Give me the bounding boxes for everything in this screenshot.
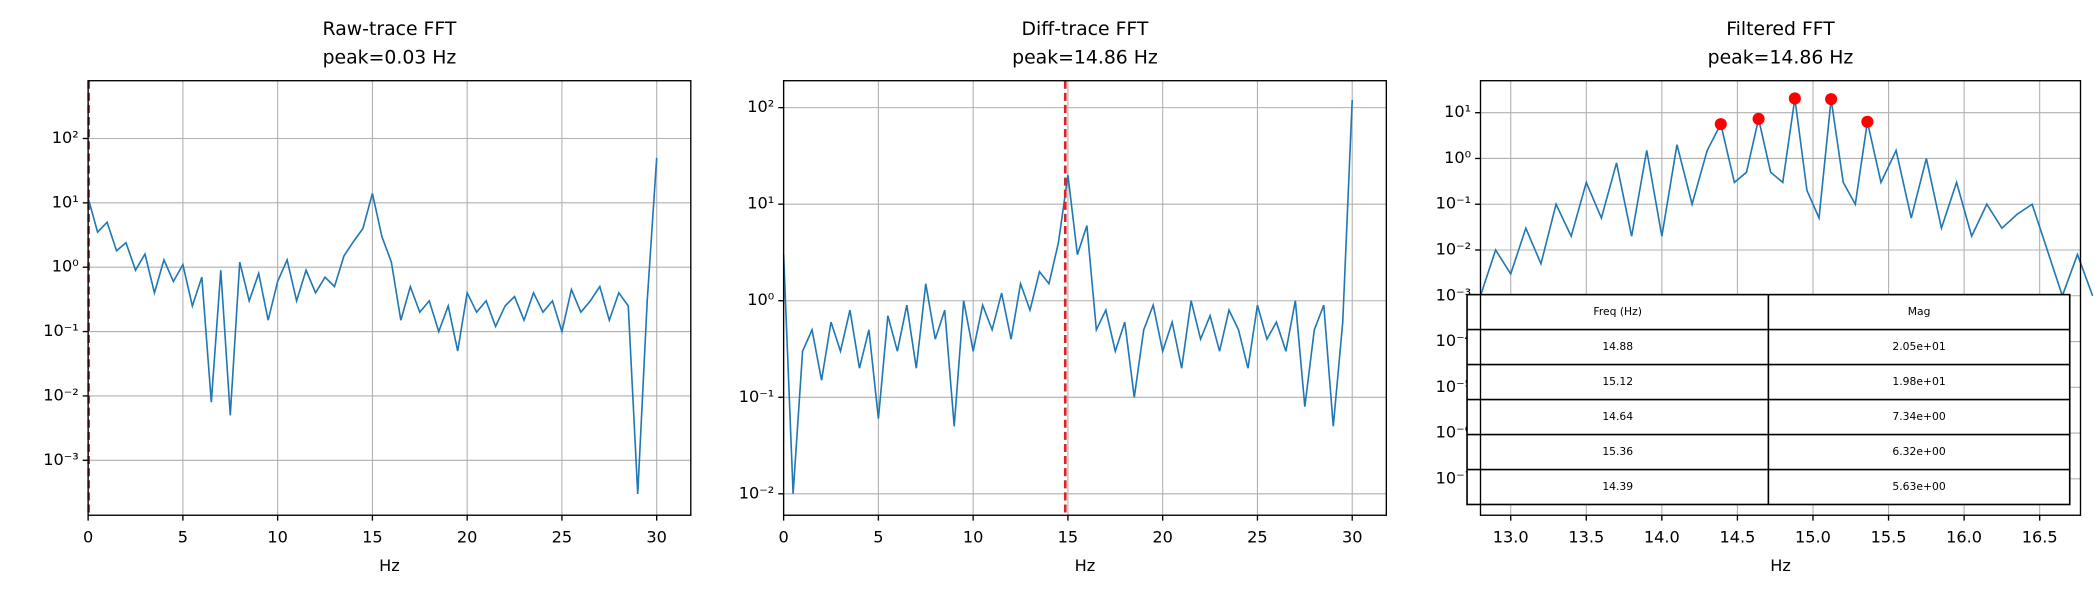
data-line (782, 99, 1354, 494)
x-tick-label: 0 (778, 528, 788, 547)
table-header: Mag (1908, 305, 1931, 318)
x-tick-label: 13.0 (1493, 528, 1529, 547)
peak-marker (1825, 93, 1838, 106)
x-tick-label: 10 (963, 528, 984, 547)
table-cell: 14.64 (1602, 410, 1633, 423)
table-cell: 5.63e+00 (1892, 480, 1945, 493)
x-tick-label: 20 (457, 528, 478, 547)
y-tick-label: 10⁰ (1444, 148, 1471, 167)
chart-subtitle: peak=0.03 Hz (323, 47, 457, 68)
y-tick-label: 10⁻² (1436, 239, 1472, 258)
x-tick-label: 30 (646, 528, 667, 547)
peak-marker (1788, 92, 1801, 105)
chart-title: Filtered FFT (1726, 19, 1835, 40)
peak-marker (1752, 112, 1765, 125)
axes-frame (87, 80, 692, 516)
data-line (87, 157, 658, 494)
table-cell: 15.36 (1602, 445, 1633, 458)
y-tick-label: 10⁻³ (1436, 285, 1472, 304)
x-tick-label: 14.5 (1719, 528, 1755, 547)
table-cell: 14.39 (1602, 480, 1633, 493)
peak-marker (1714, 118, 1727, 131)
table-cell: 6.32e+00 (1892, 445, 1945, 458)
x-tick-label: 16.0 (1946, 528, 1982, 547)
x-axis-label: Hz (1770, 556, 1791, 575)
x-tick-label: 5 (873, 528, 883, 547)
y-tick-label: 10⁻² (739, 483, 775, 502)
x-tick-label: 0 (83, 528, 93, 547)
axes-frame (782, 80, 1387, 516)
y-tick-label: 10⁻¹ (1436, 194, 1472, 213)
x-tick-label: 20 (1152, 528, 1173, 547)
table-cell: 2.05e+01 (1892, 340, 1945, 353)
x-tick-label: 25 (552, 528, 573, 547)
axes-frame (1479, 80, 2082, 516)
y-tick-label: 10¹ (1444, 102, 1471, 121)
peak-marker (1861, 115, 1874, 128)
y-tick-label: 10⁻² (43, 385, 79, 404)
x-tick-label: 25 (1247, 528, 1268, 547)
x-axis-label: Hz (1075, 556, 1096, 575)
y-tick-label: 10⁰ (747, 290, 774, 309)
y-tick-label: 10⁻⁴ (1436, 331, 1472, 350)
y-tick-label: 10⁻³ (43, 450, 79, 469)
x-tick-label: 5 (178, 528, 188, 547)
y-tick-label: 10⁻¹ (739, 387, 775, 406)
y-tick-label: 10¹ (52, 192, 79, 211)
x-tick-label: 16.5 (2022, 528, 2058, 547)
x-tick-label: 15 (362, 528, 383, 547)
chart-title: Diff-trace FFT (1022, 19, 1149, 40)
table-cell: 15.12 (1602, 375, 1633, 388)
x-tick-label: 14.0 (1644, 528, 1680, 547)
table-cell: 14.88 (1602, 340, 1633, 353)
x-tick-label: 15 (1058, 528, 1079, 547)
y-tick-label: 10¹ (747, 194, 774, 213)
table-header: Freq (Hz) (1593, 305, 1642, 318)
y-tick-label: 10⁻⁷ (1436, 468, 1472, 487)
y-tick-label: 10² (747, 97, 774, 116)
chart-subtitle: peak=14.86 Hz (1708, 47, 1854, 68)
data-line (1479, 98, 2094, 299)
y-tick-label: 10² (52, 128, 79, 147)
x-tick-label: 15.5 (1871, 528, 1907, 547)
x-tick-label: 30 (1342, 528, 1363, 547)
x-tick-label: 15.0 (1795, 528, 1831, 547)
x-tick-label: 13.5 (1568, 528, 1604, 547)
chart-title: Raw-trace FFT (323, 19, 457, 40)
y-tick-label: 10⁻⁵ (1436, 377, 1472, 396)
y-tick-label: 10⁻⁶ (1436, 423, 1472, 442)
table-cell: 1.98e+01 (1892, 375, 1945, 388)
chart-subtitle: peak=14.86 Hz (1012, 47, 1158, 68)
x-tick-label: 10 (267, 528, 288, 547)
x-axis-label: Hz (379, 556, 400, 575)
y-tick-label: 10⁰ (52, 257, 79, 276)
table-cell: 7.34e+00 (1892, 410, 1945, 423)
y-tick-label: 10⁻¹ (43, 321, 79, 340)
